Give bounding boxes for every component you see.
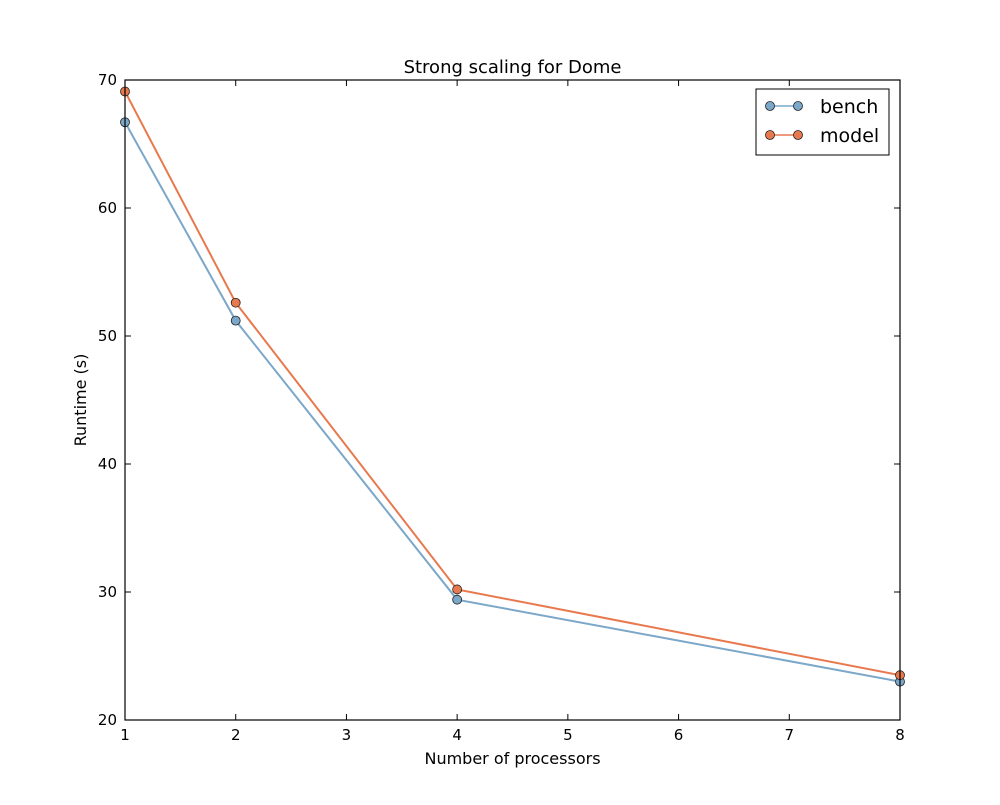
- x-tick-label: 5: [563, 726, 573, 744]
- legend-marker-model: [765, 130, 775, 140]
- x-tick-label: 7: [785, 726, 795, 744]
- x-tick-label: 6: [674, 726, 684, 744]
- legend-marker-model: [793, 130, 803, 140]
- data-point-model: [230, 297, 241, 308]
- x-tick-label: 2: [231, 726, 241, 744]
- legend-box: [755, 88, 890, 156]
- y-tick-label: 30: [98, 583, 117, 601]
- data-point-bench: [230, 315, 241, 326]
- y-tick-label: 40: [98, 455, 117, 473]
- plot-frame: [124, 79, 901, 721]
- data-point-model: [452, 584, 463, 595]
- y-tick-label: 20: [98, 711, 117, 729]
- chart-title: Strong scaling for Dome: [404, 57, 622, 78]
- legend: bench model: [755, 88, 890, 156]
- series-line-bench: [124, 121, 901, 683]
- y-axis-label: Runtime (s): [71, 354, 90, 447]
- legend-marker-bench: [793, 101, 803, 111]
- x-tick-label: 1: [120, 726, 130, 744]
- legend-label-bench: bench: [820, 96, 878, 118]
- y-tick-label: 50: [98, 327, 117, 345]
- data-point-bench: [452, 594, 463, 605]
- y-tick-label: 70: [98, 71, 117, 89]
- y-tick-label: 60: [98, 199, 117, 217]
- x-tick-label: 8: [895, 726, 905, 744]
- series-line-model: [124, 91, 901, 677]
- legend-label-model: model: [820, 125, 879, 147]
- x-axis-label: Number of processors: [424, 749, 600, 768]
- legend-marker-bench: [765, 101, 775, 111]
- x-tick-label: 3: [342, 726, 352, 744]
- x-tick-label: 4: [452, 726, 462, 744]
